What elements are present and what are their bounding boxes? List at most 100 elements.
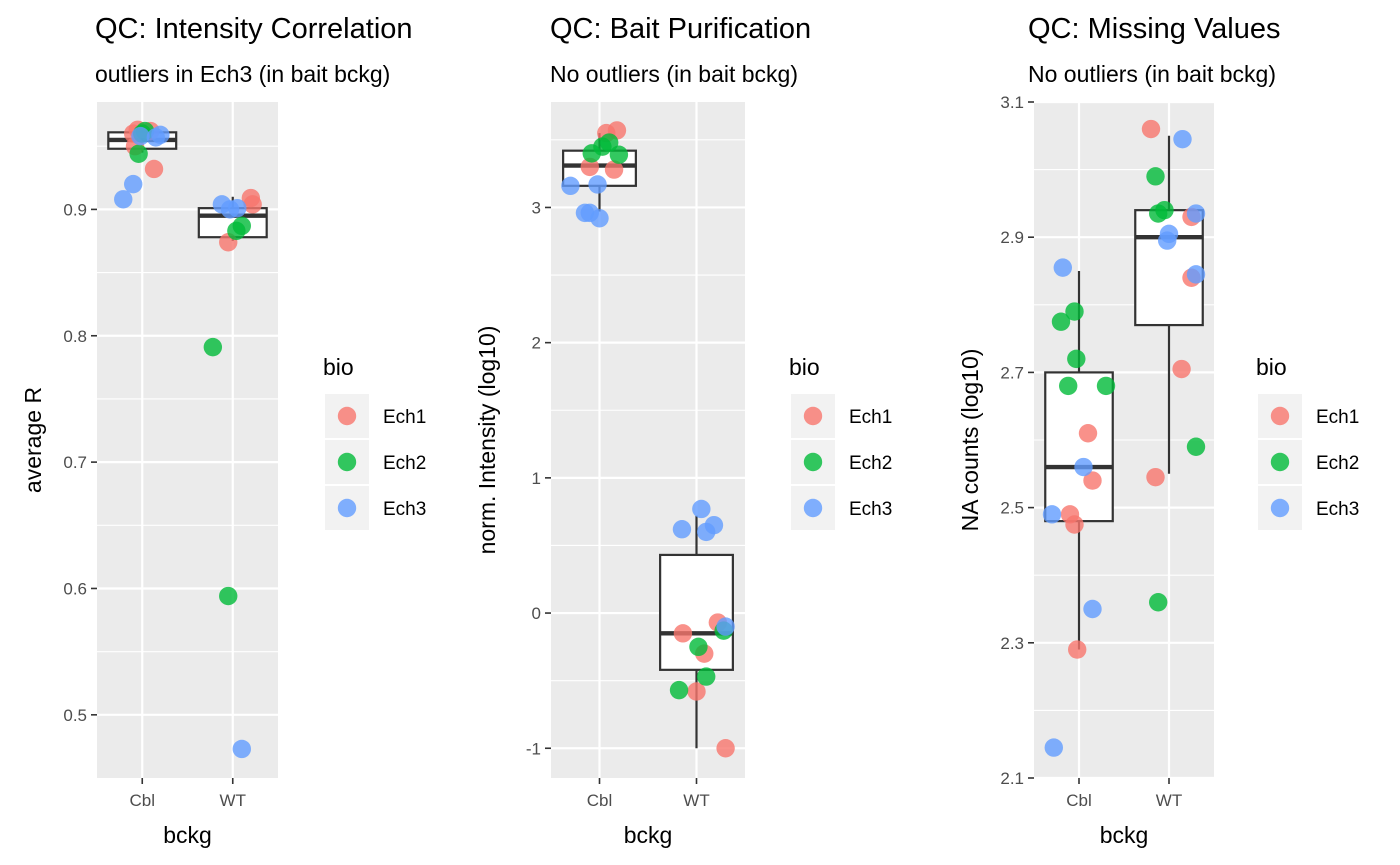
y-tick-label: 3.1: [1000, 93, 1024, 112]
data-point: [704, 515, 724, 535]
legend-label: Ech3: [383, 499, 426, 520]
chart-title: QC: Intensity Correlation: [95, 13, 413, 45]
data-point: [561, 176, 580, 196]
panel-background: [551, 102, 745, 778]
data-point: [243, 195, 262, 214]
data-point: [131, 126, 150, 146]
legend-label: Ech3: [849, 499, 892, 520]
legend-title: bio: [1256, 354, 1287, 380]
data-point: [1083, 471, 1102, 490]
data-point: [1065, 515, 1084, 534]
data-point: [151, 125, 170, 145]
chart-panel-1: 0.5 0.6 0.7 0.8 0.9 Cbl WT QC: Intensity Correl…: [20, 13, 426, 848]
data-point: [1141, 119, 1161, 139]
data-point: [687, 682, 706, 701]
x-axis-title: bckg: [1100, 822, 1149, 848]
x-axis-title: bckg: [624, 822, 673, 848]
data-point: [1059, 376, 1078, 396]
data-point: [1096, 376, 1116, 396]
data-point: [692, 499, 711, 519]
legend-label: Ech3: [1316, 499, 1359, 520]
data-point: [1051, 312, 1071, 331]
data-point: [219, 586, 238, 606]
data-point: [1044, 738, 1064, 757]
data-point: [232, 739, 251, 759]
data-point: [1053, 258, 1073, 277]
data-point: [697, 667, 716, 686]
legend: bio Ech1 Ech2 Ech3: [323, 354, 426, 530]
legend-key-point: [1270, 406, 1290, 426]
legend-label: Ech1: [1316, 407, 1359, 428]
y-axis-title: NA counts (log10): [957, 349, 983, 532]
data-point: [716, 739, 735, 758]
x-tick-label: WT: [683, 791, 709, 810]
data-point: [1172, 359, 1191, 379]
y-tick-label: 2.9: [1000, 228, 1024, 247]
legend: bio Ech1 Ech2 Ech3: [789, 354, 892, 530]
chart-panel-2: -1 0 1 2 3 Cbl WT QC: Bait Purification No outli…: [474, 13, 892, 848]
y-tick-label: 3: [532, 198, 541, 217]
data-point: [1173, 129, 1192, 149]
chart-title: QC: Missing Values: [1028, 13, 1281, 45]
data-point: [588, 175, 607, 194]
data-point: [1155, 200, 1174, 220]
data-point: [1074, 457, 1093, 477]
y-axis-title: average R: [20, 387, 46, 493]
data-point: [124, 174, 143, 194]
data-point: [129, 144, 148, 164]
legend-key-point: [337, 498, 357, 518]
legend-key-point: [1270, 452, 1290, 472]
y-tick-label: 2.5: [1000, 499, 1024, 518]
x-tick-label: Cbl: [587, 791, 613, 810]
data-point: [1146, 467, 1165, 487]
legend-label: Ech1: [849, 407, 892, 428]
data-point: [1186, 437, 1206, 456]
data-point: [114, 190, 133, 209]
data-point: [1083, 599, 1102, 619]
data-point: [1065, 302, 1084, 321]
y-tick-label: 0.9: [63, 200, 87, 219]
legend-title: bio: [789, 354, 820, 380]
legend-key-point: [1270, 498, 1290, 518]
title-group: QC: Missing Values No outliers (in bait b…: [1028, 13, 1281, 87]
data-point: [604, 160, 624, 179]
legend-title: bio: [323, 354, 354, 380]
legend: bio Ech1 Ech2 Ech3: [1256, 354, 1359, 530]
legend-label: Ech1: [383, 407, 426, 428]
legend-key-point: [803, 498, 823, 518]
y-tick-label: 0.6: [63, 579, 87, 598]
data-point: [1042, 505, 1062, 524]
data-point: [232, 216, 251, 236]
y-tick-label: -1: [526, 739, 541, 758]
chart-subtitle: outliers in Ech3 (in bait bckg): [95, 61, 390, 87]
data-point: [590, 209, 609, 228]
data-point: [228, 198, 247, 218]
legend-label: Ech2: [849, 453, 892, 474]
data-point: [609, 145, 629, 164]
legend-key-point: [803, 406, 823, 426]
chart-panel-3: 2.1 2.3 2.5 2.7 2.9 3.1 Cbl WT QC: Missing Value…: [957, 13, 1359, 848]
x-tick-label: Cbl: [1066, 791, 1092, 810]
y-tick-label: 0.5: [63, 706, 87, 725]
data-point: [669, 680, 689, 700]
legend-label: Ech2: [383, 453, 426, 474]
data-point: [1146, 167, 1165, 186]
x-tick-label: Cbl: [129, 791, 155, 810]
data-point: [144, 159, 164, 179]
y-tick-label: 2: [532, 334, 541, 353]
y-tick-label: 0.7: [63, 453, 87, 472]
chart-subtitle: No outliers (in bait bckg): [550, 61, 798, 87]
y-tick-label: 2.7: [1000, 363, 1024, 382]
y-tick-label: 0.8: [63, 327, 87, 346]
data-point: [580, 157, 599, 177]
x-tick-label: WT: [220, 791, 246, 810]
data-point: [716, 617, 735, 636]
x-axis-title: bckg: [163, 822, 212, 848]
data-point: [1186, 204, 1206, 223]
chart-subtitle: No outliers (in bait bckg): [1028, 61, 1276, 87]
data-point: [1159, 224, 1179, 244]
data-point: [1149, 593, 1168, 612]
legend-key-point: [337, 406, 357, 426]
data-point: [203, 337, 223, 357]
